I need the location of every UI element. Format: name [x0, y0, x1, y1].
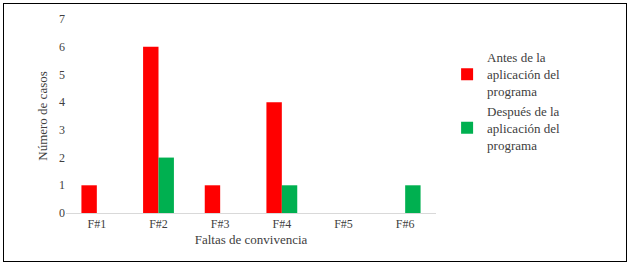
svg-text:F#3: F#3	[211, 217, 230, 231]
svg-text:5: 5	[59, 68, 65, 82]
svg-text:4: 4	[59, 95, 65, 109]
svg-text:F#6: F#6	[396, 217, 415, 231]
svg-text:6: 6	[59, 40, 65, 54]
svg-text:Antes de laaplicación delprogr: Antes de laaplicación delprograma	[487, 50, 560, 99]
svg-text:F#5: F#5	[334, 217, 353, 231]
svg-text:3: 3	[59, 123, 65, 137]
svg-text:F#1: F#1	[87, 217, 106, 231]
svg-text:2: 2	[59, 151, 65, 165]
svg-text:0: 0	[59, 206, 65, 220]
svg-text:Faltas de convivencia: Faltas de convivencia	[195, 232, 308, 247]
svg-text:F#2: F#2	[149, 217, 168, 231]
svg-text:F#4: F#4	[272, 217, 291, 231]
svg-text:Número de casos: Número de casos	[35, 71, 50, 161]
svg-text:7: 7	[59, 12, 65, 26]
svg-text:Después de laaplicación delpro: Después de laaplicación delprograma	[487, 104, 560, 153]
svg-text:1: 1	[59, 178, 65, 192]
